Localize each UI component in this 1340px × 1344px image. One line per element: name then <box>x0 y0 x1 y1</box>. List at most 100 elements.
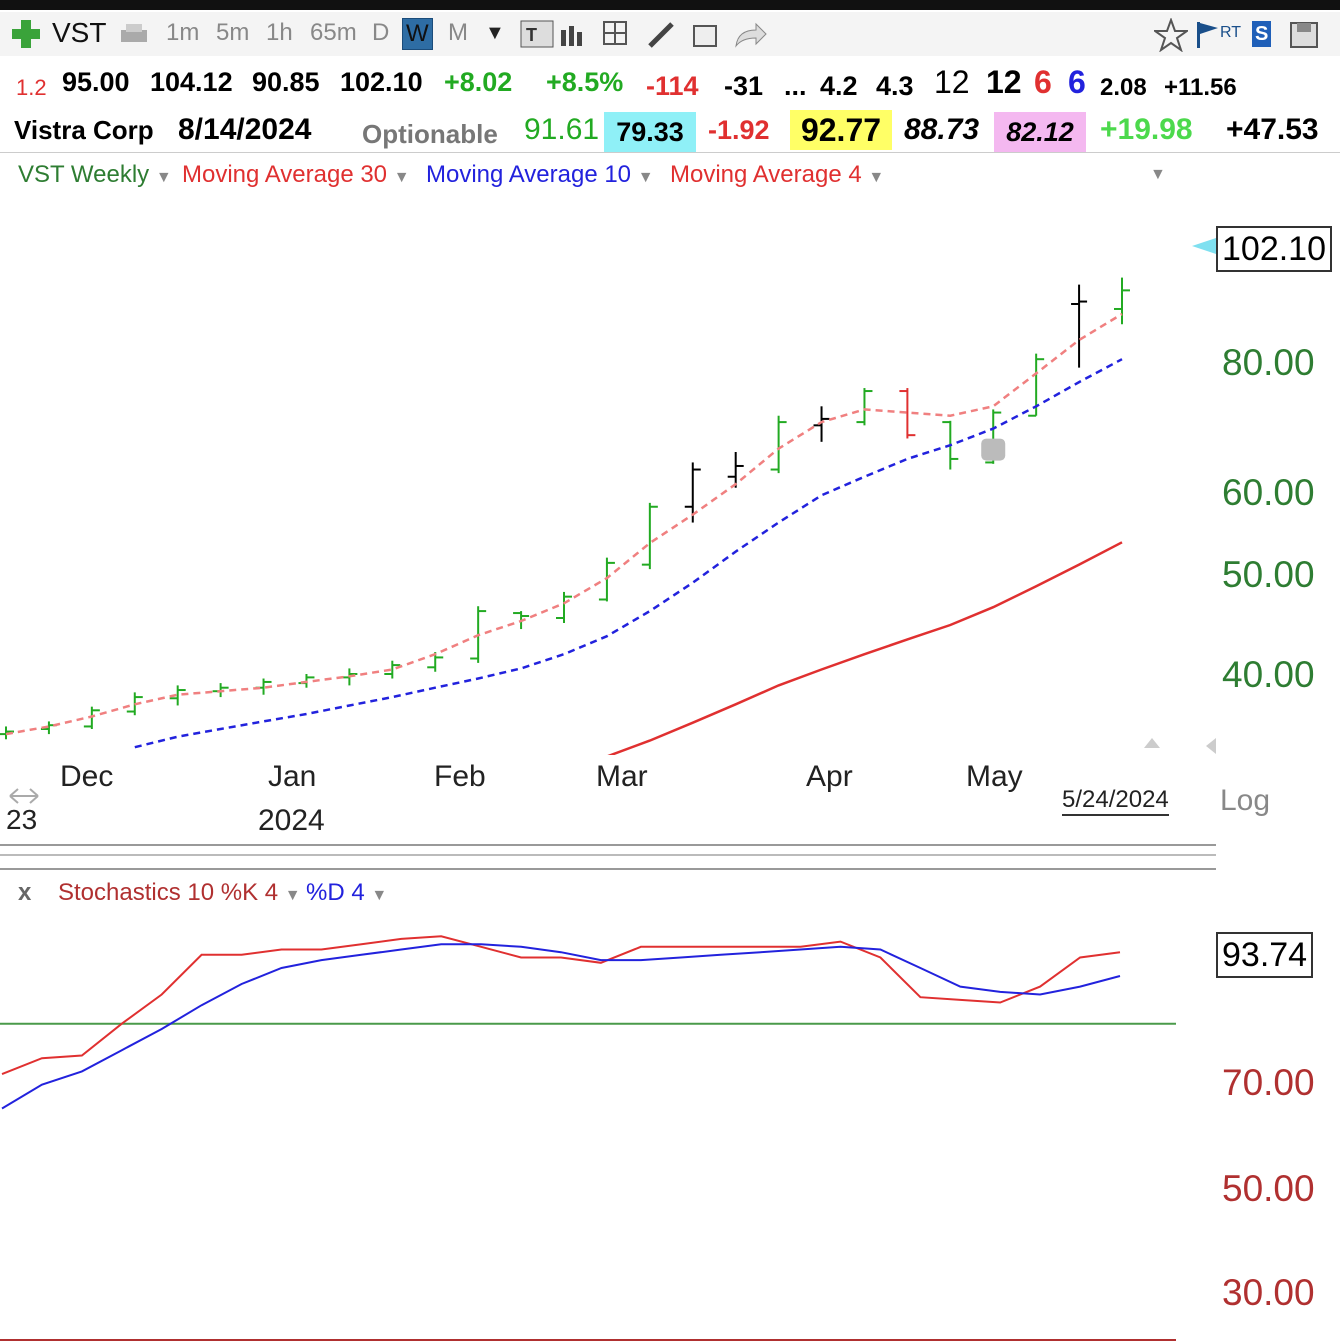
realtime-label[interactable]: RT <box>1220 24 1242 41</box>
quote-stat-4: 92.77 <box>790 110 892 150</box>
header-divider <box>0 152 1340 153</box>
svg-text:T: T <box>526 25 537 45</box>
quote-stat-5: 88.73 <box>904 113 980 146</box>
quote-row-2: Vistra Corp 8/14/2024 Optionable 91.61 7… <box>0 110 1340 152</box>
legend-ma10[interactable]: Moving Average 10 ▼ <box>426 161 654 188</box>
price-chart[interactable] <box>0 190 1220 755</box>
legend-price[interactable]: VST Weekly ▼ <box>18 161 172 188</box>
stoch-tick-30: 30.00 <box>1222 1272 1315 1313</box>
panel-resize-arrows-icon[interactable] <box>1140 736 1224 756</box>
x-month-jan: Jan <box>268 760 317 793</box>
s-menu-button[interactable]: S <box>1252 21 1272 47</box>
stoch-k-line <box>1 935 1121 1076</box>
quote-field-h: 6 <box>1068 64 1086 100</box>
ohlc-bar <box>813 406 830 442</box>
quote-field-b: -31 <box>724 71 764 101</box>
timeframe-d[interactable]: D <box>372 19 390 46</box>
quote-change: +8.02 <box>444 67 513 97</box>
ohlc-bar <box>899 388 916 439</box>
star-icon[interactable] <box>1154 18 1188 52</box>
ohlc-bar <box>384 660 401 679</box>
price-marker-icon <box>1192 238 1216 254</box>
printer-icon[interactable] <box>118 22 150 48</box>
stoch-last-box: 93.74 <box>1216 932 1314 978</box>
quote-stat-1: 91.61 <box>524 113 600 146</box>
quote-field-i: 2.08 <box>1100 74 1147 101</box>
quote-stat-2: 79.33 <box>604 112 696 152</box>
x-month-feb: Feb <box>434 760 486 793</box>
ohlc-bar <box>1071 284 1088 368</box>
chevron-down-icon[interactable]: ▼ <box>485 22 505 44</box>
earnings-marker <box>981 438 1006 461</box>
ma4-line <box>5 312 1123 736</box>
legend-ma30[interactable]: Moving Average 30 ▼ <box>182 161 410 188</box>
quote-field-f: 12 <box>986 64 1022 100</box>
quote-stat-3: -1.92 <box>708 115 770 145</box>
quote-stat-7: +19.98 <box>1100 113 1193 146</box>
ohlc-bar <box>684 462 701 523</box>
x-month-dec: Dec <box>60 760 114 793</box>
grid-tool-icon[interactable] <box>602 20 634 50</box>
ma10-line <box>134 358 1123 749</box>
quote-ellipsis: ... <box>784 71 807 101</box>
stochastics-chart[interactable] <box>0 910 1220 1344</box>
log-scale-toggle[interactable]: Log <box>1220 784 1271 817</box>
quote-field-d: 4.3 <box>876 71 914 101</box>
close-indicator-button[interactable]: x <box>18 879 32 906</box>
panel-splitter[interactable] <box>0 844 1216 870</box>
optionable-label: Optionable <box>362 119 498 149</box>
add-icon[interactable] <box>10 18 42 50</box>
date-cursor-label: 5/24/2024 <box>1062 786 1169 816</box>
ohlc-bar <box>83 706 100 729</box>
share-arrow-icon[interactable] <box>732 20 768 50</box>
ohlc-bar <box>169 685 186 706</box>
symbol-field[interactable]: VST <box>52 17 107 48</box>
quote-field-e: 12 <box>934 64 970 100</box>
legend-stoch-d[interactable]: %D 4 ▼ <box>306 879 388 906</box>
x-year-prev: 23 <box>6 804 38 835</box>
price-tick-80: 80.00 <box>1222 342 1315 383</box>
chart-toolbar: VST 1m 5m 1h 65m D W M ▼ T RT S <box>0 12 1340 56</box>
flag-icon[interactable] <box>1194 20 1220 50</box>
quote-ratio: 1.2 <box>16 75 47 100</box>
price-tick-40: 40.00 <box>1222 654 1315 695</box>
quote-low: 90.85 <box>252 67 320 97</box>
quote-stat-6: 82.12 <box>994 112 1086 152</box>
quote-field-a: -114 <box>646 71 699 101</box>
timeframe-65m[interactable]: 65m <box>310 19 357 46</box>
x-year: 2024 <box>258 804 325 837</box>
quote-close: 102.10 <box>340 67 423 97</box>
quote-field-c: 4.2 <box>820 71 858 101</box>
ohlc-bar <box>641 502 658 570</box>
panel-menu-chevron-icon[interactable]: ▼ <box>1150 166 1166 183</box>
save-icon[interactable] <box>1288 20 1322 50</box>
x-month-may: May <box>966 760 1023 793</box>
quote-change-pct: +8.5% <box>546 67 624 97</box>
timeframe-1h[interactable]: 1h <box>266 19 293 46</box>
quote-high: 104.12 <box>150 67 233 97</box>
ohlc-bar <box>770 415 787 474</box>
legend-ma4[interactable]: Moving Average 4 ▼ <box>670 161 885 188</box>
timeframe-1m[interactable]: 1m <box>166 19 200 46</box>
price-tick-50: 50.00 <box>1222 554 1315 595</box>
quote-date: 8/14/2024 <box>178 113 312 146</box>
ohlc-bar <box>856 388 873 426</box>
quote-stat-8: +47.53 <box>1226 113 1319 146</box>
notes-icon[interactable] <box>690 20 722 50</box>
pencil-icon[interactable] <box>646 20 676 50</box>
stoch-tick-50: 50.00 <box>1222 1168 1315 1209</box>
x-month-apr: Apr <box>806 760 853 793</box>
quote-row-1: 1.2 95.00 104.12 90.85 102.10 +8.02 +8.5… <box>0 62 1340 102</box>
last-price-box: 102.10 <box>1216 226 1332 272</box>
text-tool-icon[interactable]: T <box>520 20 554 48</box>
legend-stoch-k[interactable]: Stochastics 10 %K 4 ▼ <box>58 879 301 906</box>
timeframe-w[interactable]: W <box>402 18 433 50</box>
bar-style-icon[interactable] <box>558 22 588 48</box>
stoch-tick-70: 70.00 <box>1222 1062 1315 1103</box>
timeframe-m[interactable]: M <box>448 19 468 46</box>
scroll-arrows-icon[interactable] <box>8 784 40 808</box>
timeframe-5m[interactable]: 5m <box>216 19 250 46</box>
ma30-line <box>607 541 1123 755</box>
ohlc-bar <box>556 591 572 623</box>
price-tick-60: 60.00 <box>1222 472 1315 513</box>
